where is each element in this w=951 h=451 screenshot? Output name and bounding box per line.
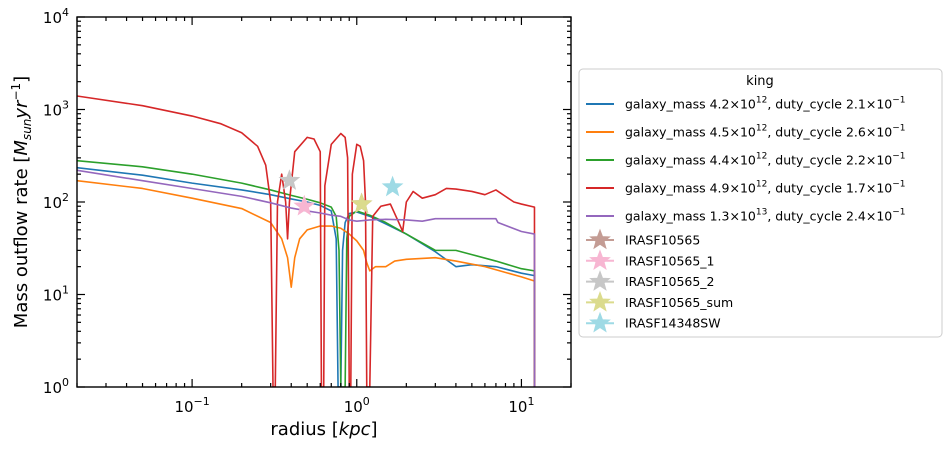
marker-layer	[278, 169, 404, 216]
series-line-3	[77, 159, 536, 387]
legend-items: galaxy_mass 4.2×1012, duty_cycle 2.1×10−…	[586, 96, 906, 333]
legend-star-icon	[589, 228, 611, 250]
legend-marker-label: IRASF14348SW	[625, 316, 721, 331]
series-line-4	[77, 95, 536, 387]
series-line-2	[77, 179, 536, 387]
x-axis-label: radius [kpc]	[270, 419, 377, 440]
y-tick-label: 102	[43, 191, 69, 212]
legend-label-1: galaxy_mass 4.2×1012, duty_cycle 2.1×10−…	[625, 96, 906, 112]
series-layer	[77, 95, 536, 387]
legend-marker-label: IRASF10565_2	[625, 274, 715, 289]
y-axis-label: Mass outflow rate [Msunyr−1]	[9, 76, 34, 328]
y-tick-label: 103	[43, 99, 69, 120]
x-tick-label: 101	[508, 395, 534, 416]
marker-irasf10565-2	[278, 169, 301, 190]
legend-star-icon	[589, 290, 611, 312]
series-line-1	[77, 166, 536, 387]
x-tick-label: 100	[344, 395, 370, 416]
legend-star-icon	[589, 249, 611, 271]
legend-title: king	[746, 74, 774, 89]
legend-marker-label: IRASF10565_sum	[625, 295, 733, 310]
marker-irasf14348sw	[381, 175, 404, 197]
legend-label-3: galaxy_mass 4.4×1012, duty_cycle 2.2×10−…	[625, 152, 906, 168]
x-tick-label: 10−1	[174, 395, 209, 416]
legend-label-2: galaxy_mass 4.5×1012, duty_cycle 2.6×10−…	[625, 124, 906, 140]
y-tick-label: 101	[43, 284, 69, 305]
y-tick-label: 100	[43, 376, 69, 397]
legend-marker-label: IRASF10565_1	[625, 253, 715, 268]
legend-label-4: galaxy_mass 4.9×1012, duty_cycle 1.7×10−…	[625, 180, 906, 196]
marker-irasf10565-1	[293, 194, 316, 216]
legend-marker-label: IRASF10565	[625, 233, 700, 248]
legend-label-5: galaxy_mass 1.3×1013, duty_cycle 2.4×10−…	[625, 208, 906, 224]
marker-irasf10565-sum	[350, 192, 373, 214]
legend: king galaxy_mass 4.2×1012, duty_cycle 2.…	[578, 68, 943, 338]
y-tick-label: 104	[43, 6, 69, 27]
legend-star-icon	[589, 311, 611, 333]
series-line-5	[77, 169, 536, 387]
legend-box	[578, 68, 943, 338]
plot-frame	[76, 16, 572, 388]
legend-star-icon	[589, 270, 611, 291]
